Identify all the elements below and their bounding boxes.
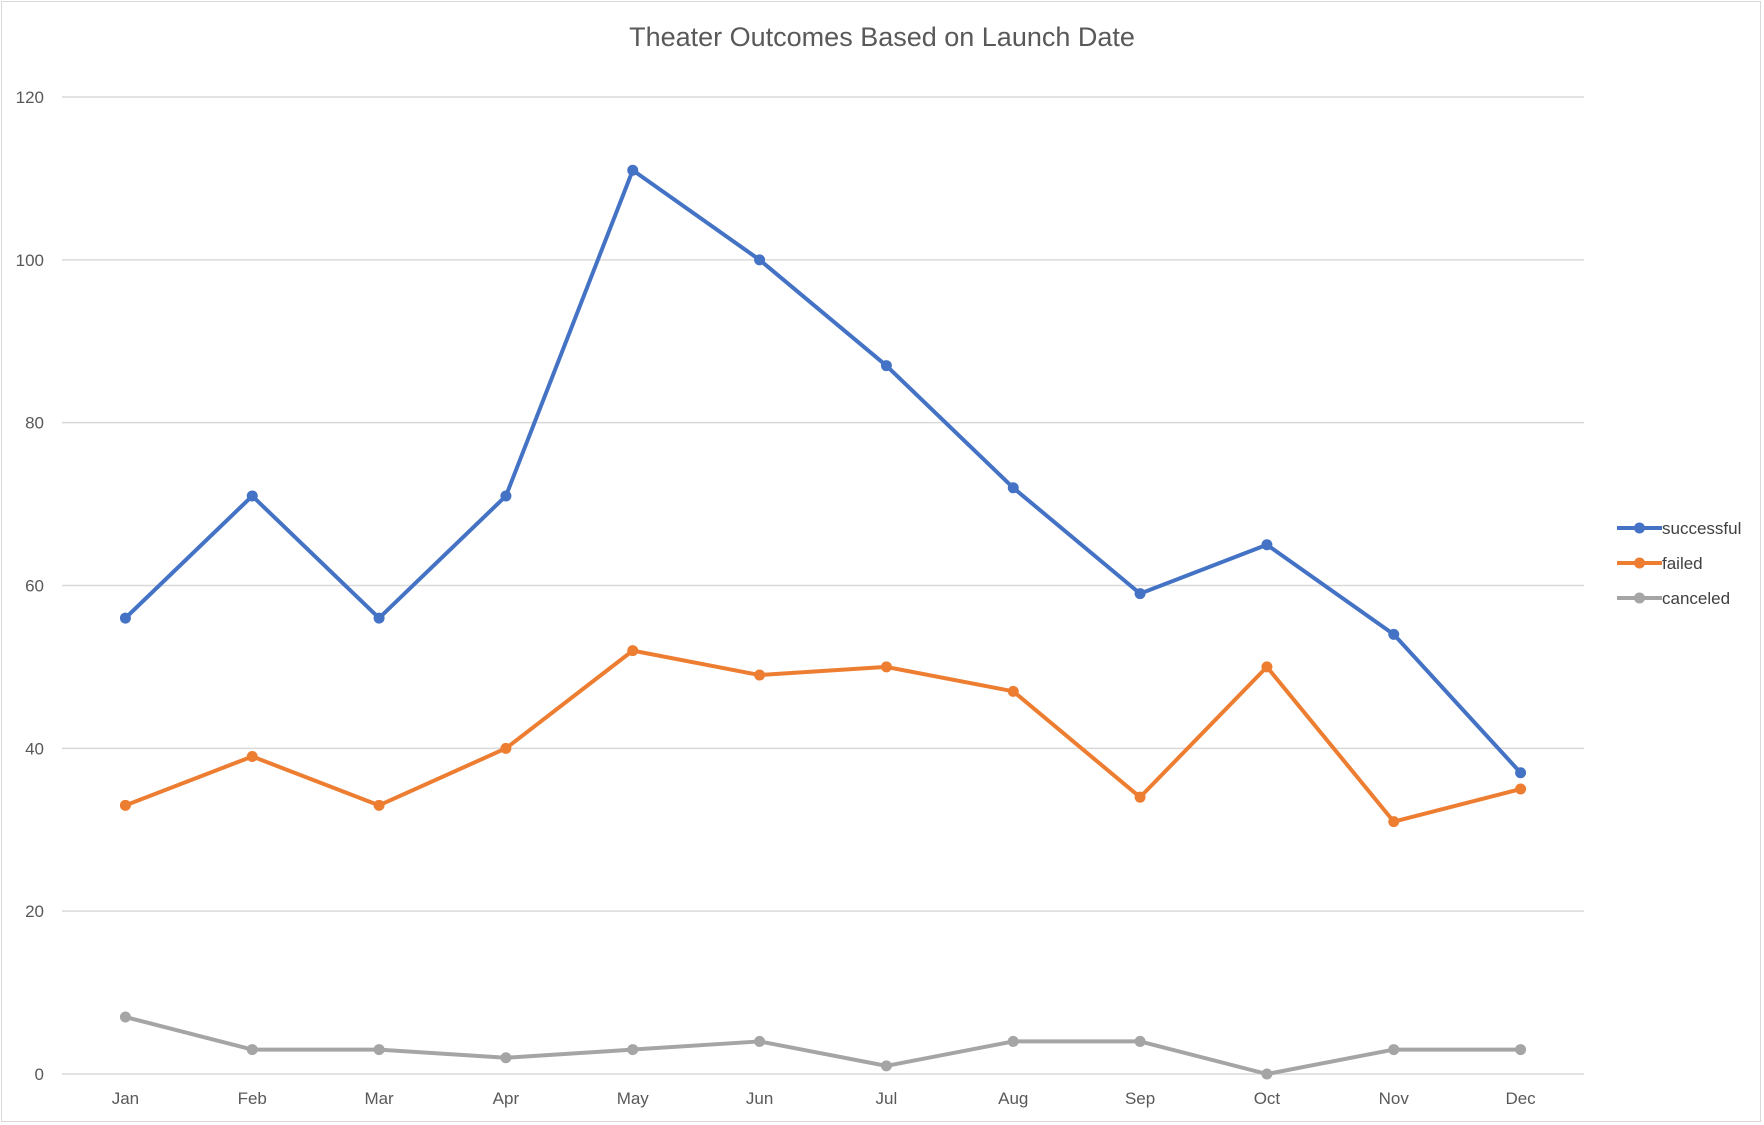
- legend-label: canceled: [1662, 589, 1730, 608]
- y-tick-label: 120: [16, 88, 44, 107]
- data-point-canceled-Dec: [1515, 1044, 1527, 1056]
- data-point-successful-Jan: [119, 612, 131, 624]
- series-line-successful: [123, 168, 1523, 775]
- data-point-failed-Mar: [373, 799, 385, 811]
- legend-label: successful: [1662, 519, 1741, 538]
- y-axis-tick-labels: 0 20 40 60 80 100 120: [16, 88, 44, 1084]
- series-lines: [119, 164, 1527, 1080]
- data-point-canceled-Feb: [246, 1044, 258, 1056]
- data-point-successful-Apr: [500, 490, 512, 502]
- data-point-failed-Jan: [119, 799, 131, 811]
- data-point-successful-Aug: [1007, 482, 1019, 494]
- y-tick-label: 0: [35, 1065, 44, 1084]
- data-point-failed-Sep: [1134, 791, 1146, 803]
- data-point-failed-Jun: [754, 669, 766, 681]
- data-point-successful-May: [627, 164, 639, 176]
- y-tick-label: 20: [25, 902, 44, 921]
- data-point-successful-Jun: [754, 254, 766, 266]
- x-tick-label: Apr: [493, 1089, 520, 1108]
- gridlines: [62, 96, 1584, 1075]
- legend-label: failed: [1662, 554, 1703, 573]
- data-point-successful-Nov: [1388, 628, 1400, 640]
- x-tick-label: Mar: [364, 1089, 394, 1108]
- x-axis-tick-labels: Jan Feb Mar Apr May Jun Jul Aug Sep Oct Nov Dec: [112, 1089, 1536, 1108]
- y-tick-label: 60: [25, 577, 44, 596]
- data-point-failed-Feb: [246, 750, 258, 762]
- data-point-failed-May: [627, 645, 639, 657]
- data-point-failed-Dec: [1515, 783, 1527, 795]
- data-point-canceled-Mar: [373, 1044, 385, 1056]
- data-point-successful-Feb: [246, 490, 258, 502]
- legend: successful failed canceled: [1617, 519, 1741, 608]
- x-tick-label: Jan: [112, 1089, 139, 1108]
- data-point-canceled-Nov: [1388, 1044, 1400, 1056]
- chart-title: Theater Outcomes Based on Launch Date: [629, 22, 1135, 52]
- data-point-canceled-May: [627, 1044, 639, 1056]
- data-point-successful-Dec: [1515, 767, 1527, 779]
- series-line-canceled: [123, 1015, 1523, 1076]
- y-tick-label: 100: [16, 251, 44, 270]
- x-tick-label: May: [617, 1089, 650, 1108]
- y-tick-label: 80: [25, 414, 44, 433]
- data-point-failed-Oct: [1261, 661, 1273, 673]
- data-point-canceled-Jul: [880, 1060, 892, 1072]
- data-point-failed-Apr: [500, 742, 512, 754]
- legend-entry-canceled: canceled: [1617, 589, 1730, 608]
- data-point-canceled-Apr: [500, 1052, 512, 1064]
- series-failed: [119, 645, 1527, 828]
- data-point-canceled-Jan: [119, 1011, 131, 1023]
- data-point-successful-Mar: [373, 612, 385, 624]
- x-tick-label: Oct: [1254, 1089, 1281, 1108]
- data-point-successful-Jul: [880, 360, 892, 372]
- legend-swatch-marker: [1634, 592, 1645, 604]
- data-point-failed-Jul: [880, 661, 892, 673]
- data-point-successful-Oct: [1261, 539, 1273, 551]
- legend-swatch-marker: [1634, 557, 1645, 569]
- data-point-canceled-Jun: [754, 1035, 766, 1047]
- data-point-failed-Nov: [1388, 816, 1400, 828]
- legend-swatch-marker: [1634, 522, 1645, 534]
- legend-entry-failed: failed: [1617, 554, 1703, 573]
- x-tick-label: Aug: [998, 1089, 1028, 1108]
- x-tick-label: Feb: [238, 1089, 267, 1108]
- series-successful: [119, 164, 1527, 779]
- data-point-successful-Sep: [1134, 588, 1146, 600]
- x-tick-label: Nov: [1379, 1089, 1410, 1108]
- x-tick-label: Sep: [1125, 1089, 1155, 1108]
- data-point-canceled-Oct: [1261, 1068, 1273, 1080]
- data-point-canceled-Aug: [1007, 1035, 1019, 1047]
- y-tick-label: 40: [25, 739, 44, 758]
- series-canceled: [119, 1011, 1527, 1080]
- x-tick-label: Jul: [876, 1089, 898, 1108]
- data-point-failed-Aug: [1007, 685, 1019, 697]
- x-tick-label: Dec: [1505, 1089, 1536, 1108]
- series-line-failed: [123, 648, 1523, 824]
- x-tick-label: Jun: [746, 1089, 773, 1108]
- data-point-canceled-Sep: [1134, 1035, 1146, 1047]
- legend-entry-successful: successful: [1617, 519, 1741, 538]
